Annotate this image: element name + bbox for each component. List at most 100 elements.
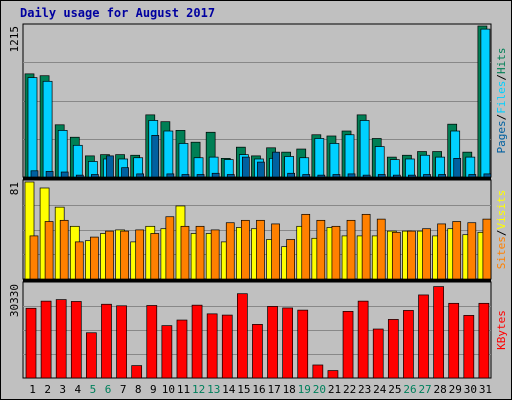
kbytes-bar-8 <box>131 365 143 379</box>
pages-bar-14 <box>226 174 235 178</box>
sites-bar-16 <box>256 219 265 280</box>
pages-bar-19 <box>302 174 311 178</box>
kbytes-bar-31 <box>478 302 490 379</box>
files-bar-3 <box>57 130 68 178</box>
files-bar-19 <box>299 157 310 178</box>
sites-bar-14 <box>225 222 235 280</box>
files-bar-23 <box>359 120 370 178</box>
y-max-label-2: 81 <box>8 182 21 195</box>
kbytes-bar-14 <box>221 314 233 379</box>
files-bar-4 <box>72 144 83 178</box>
legend-sites-visits-part-2: / <box>495 230 508 237</box>
files-bar-26 <box>405 158 415 178</box>
pages-bar-31 <box>483 173 492 178</box>
legend-sites-visits: Sites/Visits <box>495 190 508 270</box>
sites-bar-5 <box>90 236 99 280</box>
pages-bar-3 <box>60 171 69 178</box>
pages-bar-10 <box>166 173 175 178</box>
kbytes-bar-28 <box>433 286 444 379</box>
pages-bar-15 <box>242 156 250 178</box>
pages-bar-23 <box>362 174 371 178</box>
x-tick-label-8: 8 <box>135 383 142 396</box>
sites-bar-3 <box>59 219 69 280</box>
pages-bar-22 <box>347 173 356 178</box>
legend-kbytes-part-1: KBytes <box>495 310 508 350</box>
sites-bar-22 <box>346 219 356 280</box>
files-bar-12 <box>193 157 204 178</box>
pages-bar-20 <box>317 174 326 178</box>
files-bar-30 <box>465 156 476 178</box>
kbytes-bar-13 <box>206 313 218 379</box>
x-tick-label-12: 12 <box>192 383 205 396</box>
pages-bar-16 <box>257 161 265 178</box>
panel-1-background <box>22 23 492 178</box>
x-tick-label-3: 3 <box>59 383 66 396</box>
pages-bar-13 <box>211 172 220 178</box>
files-bar-21 <box>329 143 340 178</box>
sites-bar-23 <box>361 213 371 280</box>
sites-bar-9 <box>150 233 160 280</box>
files-bar-22 <box>344 134 355 178</box>
x-tick-label-18: 18 <box>283 383 296 396</box>
sites-bar-19 <box>301 213 311 280</box>
x-tick-label-4: 4 <box>75 383 82 396</box>
x-tick-label-31: 31 <box>479 383 492 396</box>
legend-pages-files-hits-part-4: / <box>495 74 508 81</box>
sites-bar-1 <box>29 235 39 280</box>
x-tick-label-1: 1 <box>29 383 36 396</box>
legend-kbytes: KBytes <box>495 310 508 350</box>
panel-separator-1 <box>23 177 491 180</box>
sites-bar-20 <box>316 219 326 280</box>
x-tick-label-10: 10 <box>162 383 175 396</box>
x-tick-label-11: 11 <box>177 383 190 396</box>
pages-bar-2 <box>45 171 54 178</box>
files-bar-31 <box>480 28 491 178</box>
sites-bar-2 <box>44 221 54 280</box>
pages-bar-12 <box>196 174 205 178</box>
files-bar-20 <box>314 138 325 178</box>
files-bar-27 <box>420 154 430 178</box>
legend-pages-files-hits-part-2: / <box>495 114 508 121</box>
sites-bar-13 <box>210 229 220 280</box>
x-tick-label-29: 29 <box>449 383 462 396</box>
kbytes-bar-2 <box>40 300 52 379</box>
x-tick-label-2: 2 <box>44 383 51 396</box>
x-tick-label-21: 21 <box>328 383 341 396</box>
x-tick-label-5: 5 <box>90 383 97 396</box>
files-bar-25 <box>389 159 400 178</box>
pages-bar-11 <box>181 174 190 178</box>
sites-bar-6 <box>105 230 114 280</box>
legend-sites-visits-part-1: Sites <box>495 236 508 269</box>
kbytes-bar-11 <box>176 319 188 379</box>
files-bar-11 <box>178 143 189 178</box>
sites-bar-7 <box>120 230 129 280</box>
sites-bar-26 <box>407 230 416 280</box>
pages-bar-8 <box>136 173 145 178</box>
kbytes-bar-23 <box>357 300 369 379</box>
pages-bar-27 <box>423 174 431 178</box>
pages-bar-9 <box>151 135 160 178</box>
pages-bar-24 <box>377 174 386 178</box>
x-tick-label-28: 28 <box>434 383 447 396</box>
sites-bar-27 <box>422 228 431 280</box>
kbytes-bar-27 <box>418 294 429 379</box>
sites-bar-11 <box>180 225 190 280</box>
panel-separator-2 <box>23 279 491 282</box>
kbytes-bar-5 <box>86 332 97 379</box>
legend-pages-files-hits-part-1: Pages <box>495 120 508 153</box>
pages-bar-30 <box>468 174 477 178</box>
sites-bar-8 <box>135 229 145 280</box>
kbytes-bar-16 <box>252 324 263 379</box>
sites-bar-12 <box>195 225 205 280</box>
x-tick-label-20: 20 <box>313 383 326 396</box>
pages-bar-1 <box>30 170 39 178</box>
pages-bar-4 <box>75 174 84 178</box>
sites-bar-17 <box>271 223 280 280</box>
x-tick-label-26: 26 <box>403 383 416 396</box>
x-tick-label-17: 17 <box>267 383 280 396</box>
pages-bar-18 <box>287 172 295 178</box>
kbytes-bar-17 <box>267 306 278 379</box>
x-tick-label-7: 7 <box>120 383 127 396</box>
sites-bar-31 <box>482 218 492 280</box>
